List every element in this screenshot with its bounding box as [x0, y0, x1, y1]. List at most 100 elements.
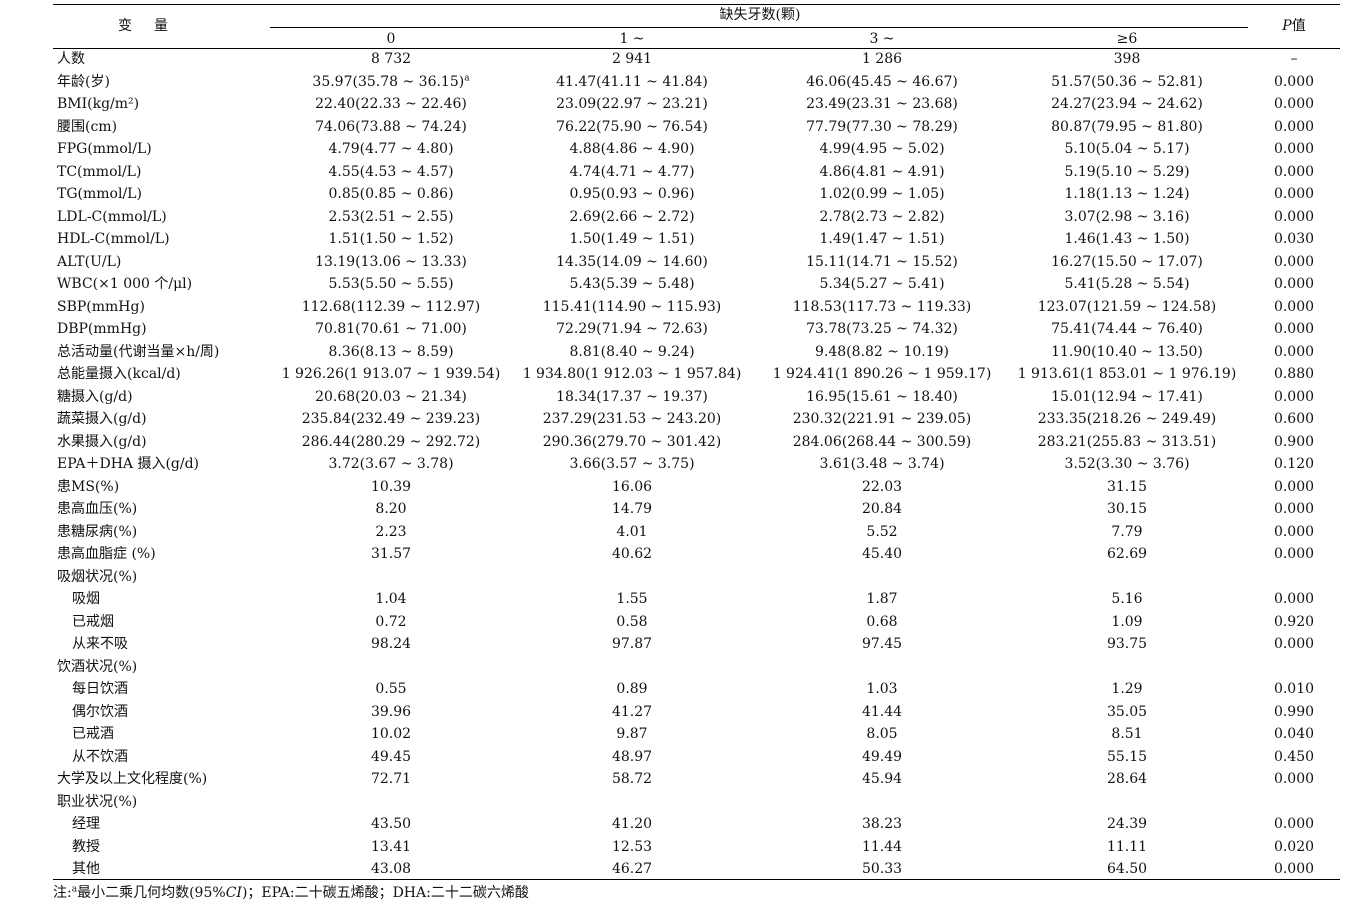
value-text: 62.69 — [1106, 546, 1148, 562]
row-value-col-1: 8.81(8.40 ~ 9.24) — [569, 341, 694, 364]
row-value-col-3: 51.57(50.36 ~ 52.81) — [1051, 71, 1203, 94]
row-p-value: 0.000 — [1273, 636, 1315, 652]
table-row: 糖摄入(g/d) 20.68(20.03 ~ 21.34) 18.34(17.37 … — [0, 386, 1347, 409]
table-row: 已戒烟 0.72 0.58 0.68 1.09 0.920 — [0, 611, 1347, 634]
value-text: 1 924.41(1 890.26 ~ 1 959.17) — [772, 366, 992, 382]
row-value-col-3: 398 — [1114, 48, 1141, 71]
p-suffix: 值 — [1291, 18, 1306, 34]
row-value-col-2: 1.02(0.99 ~ 1.05) — [819, 183, 944, 206]
row-value-col-1: 14.79 — [612, 498, 652, 521]
value-text: 28.64 — [1106, 771, 1148, 787]
value-text: 0.89 — [616, 681, 648, 697]
row-value-col-2: 1.49(1.47 ~ 1.51) — [819, 228, 944, 251]
table-row: 教授 13.41 12.53 11.44 11.11 0.020 — [0, 836, 1347, 859]
row-label: DBP(mmHg) — [57, 321, 147, 337]
header-rule — [53, 48, 1340, 49]
value-text: 9.87 — [616, 726, 648, 742]
row-value-col-1: 0.95(0.93 ~ 0.96) — [569, 183, 694, 206]
value-text: 4.99(4.95 ~ 5.02) — [819, 141, 945, 157]
value-text: 70.81(70.61 ~ 71.00) — [315, 321, 467, 337]
row-label: 糖摄入(g/d) — [57, 388, 133, 405]
value-text: 1.55 — [616, 591, 648, 607]
row-value-col-1: 2.69(2.66 ~ 2.72) — [569, 206, 694, 229]
value-text: 22.03 — [861, 478, 903, 495]
row-value-col-2: 45.94 — [862, 768, 902, 791]
value-text: 41.20 — [611, 816, 653, 832]
row-value-col-2: 1 286 — [862, 48, 902, 71]
row-value-col-2: 15.11(14.71 ~ 15.52) — [806, 251, 958, 274]
p-letter: P — [1282, 18, 1292, 34]
row-value-col-1: 0.89 — [616, 678, 647, 701]
row-label: 饮酒状况(%) — [57, 658, 138, 675]
row-value-col-0: 0.55 — [375, 678, 406, 701]
row-label: FPG(mmol/L) — [57, 141, 152, 157]
value-text: 286.44(280.29 ~ 292.72) — [301, 433, 481, 450]
value-text: 1 286 — [861, 51, 903, 67]
row-value-col-2: 41.44 — [862, 701, 902, 724]
row-value-col-0: 98.24 — [371, 633, 411, 656]
row-value-col-0: 0.85(0.85 ~ 0.86) — [328, 183, 453, 206]
row-value-col-2: 3.61(3.48 ~ 3.74) — [819, 453, 944, 476]
row-label: 职业状况(%) — [57, 793, 138, 810]
row-value-col-2: 5.52 — [866, 521, 897, 544]
row-p-value: 0.000 — [1273, 186, 1315, 202]
value-text: 2.53(2.51 ~ 2.55) — [328, 208, 454, 225]
row-value-col-1: 14.35(14.09 ~ 14.60) — [556, 251, 708, 274]
note-prefix: 注: — [53, 885, 72, 901]
value-text: 5.34(5.27 ~ 5.41) — [819, 276, 945, 292]
value-text: 5.19(5.10 ~ 5.29) — [1064, 163, 1190, 180]
row-value-col-3: 28.64 — [1107, 768, 1147, 791]
table-row: 饮酒状况(%) — [0, 656, 1347, 679]
row-value-col-3: 233.35(218.26 ~ 249.49) — [1038, 408, 1217, 431]
row-label: TC(mmol/L) — [57, 163, 142, 180]
row-value-col-3: 8.51 — [1111, 723, 1142, 746]
row-value-col-1: 97.87 — [612, 633, 652, 656]
table-row: 患高血压(%) 8.20 14.79 20.84 30.15 0.000 — [0, 498, 1347, 521]
value-text: 10.02 — [370, 726, 412, 742]
value-text: 23.09(22.97 ~ 23.21) — [556, 96, 708, 112]
table-row: DBP(mmHg) 70.81(70.61 ~ 71.00) 72.29(71.94… — [0, 318, 1347, 341]
value-text: 5.43(5.39 ~ 5.48) — [569, 276, 695, 292]
row-value-col-2: 16.95(15.61 ~ 18.40) — [806, 386, 958, 409]
header-variable: 变 量 — [118, 18, 172, 34]
row-value-col-2: 1 924.41(1 890.26 ~ 1 959.17) — [773, 363, 992, 386]
row-value-col-2: 4.86(4.81 ~ 4.91) — [819, 161, 944, 184]
row-value-col-0: 13.41 — [371, 836, 411, 859]
value-text: 20.84 — [861, 501, 903, 517]
value-text: 22.40(22.33 ~ 22.46) — [315, 96, 467, 112]
value-text: 0.72 — [375, 613, 407, 630]
row-p-value: 0.000 — [1273, 861, 1315, 877]
value-text: 8 732 — [370, 51, 412, 67]
row-value-col-2: 46.06(45.45 ~ 46.67) — [806, 71, 958, 94]
row-value-col-3: 283.21(255.83 ~ 313.51) — [1038, 431, 1217, 454]
row-value-col-1: 1.50(1.49 ~ 1.51) — [569, 228, 694, 251]
value-text: 64.50 — [1106, 861, 1148, 877]
value-text: 43.50 — [370, 816, 412, 832]
value-text: 46.06(45.45 ~ 46.67) — [806, 73, 958, 90]
row-value-col-0: 1.51(1.50 ~ 1.52) — [328, 228, 453, 251]
value-text: 4.01 — [616, 523, 648, 540]
row-value-col-1: 5.43(5.39 ~ 5.48) — [569, 273, 694, 296]
row-value-col-2: 0.68 — [866, 611, 897, 634]
row-value-col-1: 4.74(4.71 ~ 4.77) — [569, 161, 694, 184]
value-text: 8.81(8.40 ~ 9.24) — [569, 343, 695, 360]
row-value-col-0: 112.68(112.39 ~ 112.97) — [302, 296, 481, 319]
value-text: 4.79(4.77 ~ 4.80) — [328, 141, 454, 157]
table-row: TC(mmol/L) 4.55(4.53 ~ 4.57) 4.74(4.71 ~ 4… — [0, 161, 1347, 184]
table-row: 经理 43.50 41.20 38.23 24.39 0.000 — [0, 813, 1347, 836]
row-p-value: 0.000 — [1273, 343, 1315, 360]
row-label: 从不饮酒 — [72, 748, 128, 765]
value-text: 3.72(3.67 ~ 3.78) — [328, 456, 454, 472]
row-value-col-2: 8.05 — [866, 723, 897, 746]
value-text: 48.97 — [611, 748, 653, 765]
row-value-col-3: 1.09 — [1111, 611, 1142, 634]
row-label: 已戒酒 — [72, 726, 114, 742]
value-text: 0.55 — [375, 681, 407, 697]
value-text: 4.86(4.81 ~ 4.91) — [819, 163, 945, 180]
value-text: 0.95(0.93 ~ 0.96) — [569, 186, 695, 202]
value-text: 24.27(23.94 ~ 24.62) — [1051, 96, 1203, 112]
value-text: 16.95(15.61 ~ 18.40) — [806, 388, 958, 405]
row-label: ALT(U/L) — [57, 253, 122, 270]
row-label: 教授 — [72, 838, 100, 855]
table-row: 患MS(%) 10.39 16.06 22.03 31.15 0.000 — [0, 476, 1347, 499]
